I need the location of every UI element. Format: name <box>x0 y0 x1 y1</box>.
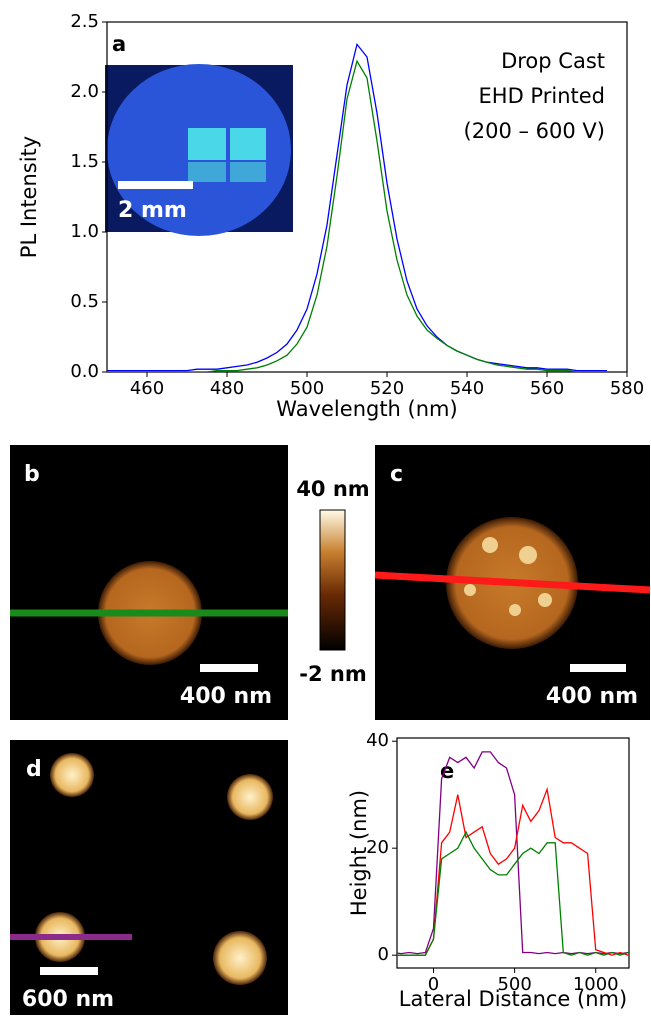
y-tick-label: 2.5 <box>70 11 99 32</box>
colorbar-min: -2 nm <box>299 662 366 686</box>
afm-d: d 600 nm <box>10 740 288 1015</box>
plot-area <box>397 751 629 957</box>
series-line <box>397 830 629 956</box>
series-line <box>397 751 629 955</box>
panel-label: b <box>24 462 40 487</box>
y-tick-label: 2.0 <box>70 81 99 102</box>
x-tick-label: 560 <box>530 378 564 399</box>
y-tick-label: 0.5 <box>70 291 99 312</box>
x-tick-label: 540 <box>450 378 484 399</box>
afm-c: c 400 nm <box>374 445 651 720</box>
scale-label: 400 nm <box>546 684 638 709</box>
colorbar-max: 40 nm <box>296 477 369 501</box>
panel-label: c <box>390 462 403 487</box>
plot-frame <box>106 21 628 373</box>
series-line <box>107 42 607 372</box>
plot-frame <box>396 737 630 969</box>
panel-label: e <box>440 759 454 783</box>
x-axis-label: Lateral Distance (nm) <box>399 987 627 1011</box>
y-axis-label: Height (nm) <box>347 790 371 916</box>
scale-label: 2 mm <box>118 198 187 223</box>
y-tick-label: 0 <box>378 944 389 965</box>
legend-entry: EHD Printed <box>479 84 605 108</box>
y-tick-label: 0.0 <box>70 361 99 382</box>
scale-label: 400 nm <box>180 684 272 709</box>
x-tick-label: 580 <box>610 378 644 399</box>
plot-area <box>107 42 607 372</box>
x-tick-label: 480 <box>210 378 244 399</box>
colorbar: 40 nm -2 nm <box>296 477 369 686</box>
x-tick-label: 500 <box>497 974 531 995</box>
x-tick-label: 520 <box>370 378 404 399</box>
panel-label: d <box>26 757 42 782</box>
x-tick-label: 0 <box>428 974 439 995</box>
scale-label: 600 nm <box>22 987 114 1012</box>
inset: 2 mm <box>105 64 293 236</box>
legend-entry: Drop Cast <box>501 49 605 73</box>
y-tick-label: 1.5 <box>70 151 99 172</box>
series-line <box>397 786 629 957</box>
y-axis-label: PL Intensity <box>17 136 41 258</box>
x-tick-label: 460 <box>130 378 164 399</box>
y-tick-label: 20 <box>366 837 389 858</box>
y-tick-label: 40 <box>366 730 389 751</box>
annotation: (200 – 600 V) <box>464 119 605 143</box>
x-tick-label: 500 <box>290 378 324 399</box>
series-line <box>107 59 607 372</box>
x-axis-label: Wavelength (nm) <box>276 397 457 421</box>
afm-b: b 400 nm <box>10 445 288 720</box>
x-tick-label: 1000 <box>573 974 619 995</box>
y-tick-label: 1.0 <box>70 221 99 242</box>
panel-label: a <box>112 32 126 56</box>
